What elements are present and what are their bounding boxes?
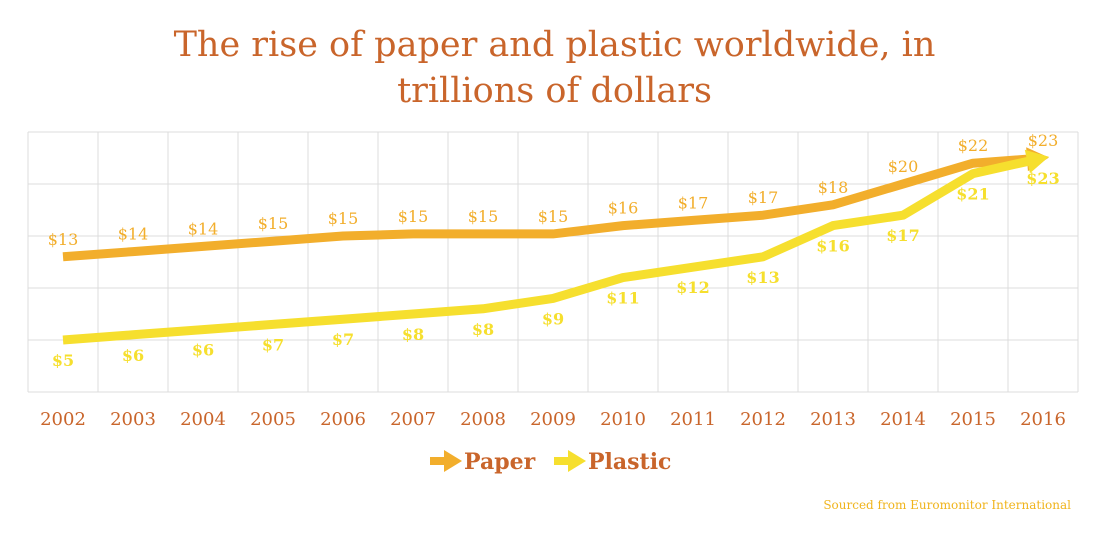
series-line-paper bbox=[62, 154, 1030, 262]
data-label-paper: $14 bbox=[188, 219, 219, 238]
data-label-plastic: $8 bbox=[472, 320, 494, 339]
series-arrow-plastic bbox=[1024, 149, 1049, 174]
x-tick-label: 2006 bbox=[320, 409, 366, 430]
data-label-paper: $15 bbox=[398, 207, 429, 226]
x-tick-label: 2005 bbox=[250, 409, 296, 430]
chart-title-line2: trillions of dollars bbox=[397, 71, 712, 111]
data-label-paper: $17 bbox=[678, 193, 709, 212]
data-label-paper: $23 bbox=[1028, 131, 1059, 150]
data-label-plastic: $21 bbox=[956, 185, 989, 204]
x-tick-label: 2012 bbox=[740, 409, 786, 430]
data-labels: $13 $14 $14 $15 $15 $15 $15 $15 $16 $17 $17 $18 $20 $… bbox=[48, 131, 1060, 370]
legend: Paper Plastic bbox=[430, 449, 671, 475]
x-tick-label: 2008 bbox=[460, 409, 506, 430]
data-label-plastic: $11 bbox=[606, 289, 639, 308]
data-label-paper: $17 bbox=[748, 188, 779, 207]
legend-label-plastic: Plastic bbox=[588, 449, 671, 475]
data-label-paper: $13 bbox=[48, 230, 79, 249]
data-label-paper: $20 bbox=[888, 157, 919, 176]
data-label-plastic: $5 bbox=[52, 351, 74, 370]
data-label-plastic: $6 bbox=[122, 346, 144, 365]
x-tick-label: 2014 bbox=[880, 409, 926, 430]
data-label-plastic: $12 bbox=[676, 278, 709, 297]
data-label-paper: $15 bbox=[258, 214, 289, 233]
data-label-plastic: $6 bbox=[192, 341, 214, 360]
x-tick-label: 2013 bbox=[810, 409, 856, 430]
data-label-paper: $15 bbox=[328, 209, 359, 228]
data-label-plastic: $16 bbox=[816, 237, 849, 256]
chart-title: The rise of paper and plastic worldwide,… bbox=[0, 22, 1109, 114]
series-lines bbox=[62, 147, 1049, 345]
x-tick-label: 2011 bbox=[670, 409, 716, 430]
data-label-plastic: $7 bbox=[332, 330, 354, 349]
data-label-paper: $14 bbox=[118, 225, 149, 244]
chart-title-line1: The rise of paper and plastic worldwide,… bbox=[173, 25, 936, 65]
data-label-plastic: $9 bbox=[542, 309, 564, 328]
data-label-plastic: $17 bbox=[886, 226, 919, 245]
x-tick-label: 2004 bbox=[180, 409, 226, 430]
x-tick-label: 2002 bbox=[40, 409, 86, 430]
data-label-paper: $18 bbox=[818, 178, 849, 197]
data-label-paper: $22 bbox=[958, 136, 989, 155]
x-axis: 2002 2003 2004 2005 2006 2007 2008 2009 2010 2011… bbox=[40, 409, 1066, 430]
legend-arrow-paper bbox=[444, 450, 462, 472]
x-tick-label: 2010 bbox=[600, 409, 646, 430]
data-label-paper: $16 bbox=[608, 199, 639, 218]
data-label-plastic: $8 bbox=[402, 325, 424, 344]
data-label-plastic: $23 bbox=[1026, 169, 1059, 188]
x-tick-label: 2009 bbox=[530, 409, 576, 430]
grid bbox=[27, 131, 1079, 393]
data-label-plastic: $7 bbox=[262, 335, 284, 354]
legend-label-paper: Paper bbox=[464, 449, 536, 475]
x-tick-label: 2003 bbox=[110, 409, 156, 430]
x-tick-label: 2016 bbox=[1020, 409, 1066, 430]
series-line-plastic bbox=[62, 156, 1031, 345]
source-note: Sourced from Euromonitor International bbox=[823, 498, 1071, 512]
data-label-paper: $15 bbox=[468, 207, 499, 226]
data-label-paper: $15 bbox=[538, 207, 569, 226]
x-tick-label: 2015 bbox=[950, 409, 996, 430]
data-label-plastic: $13 bbox=[746, 268, 779, 287]
legend-arrow-plastic bbox=[568, 450, 586, 472]
x-tick-label: 2007 bbox=[390, 409, 436, 430]
